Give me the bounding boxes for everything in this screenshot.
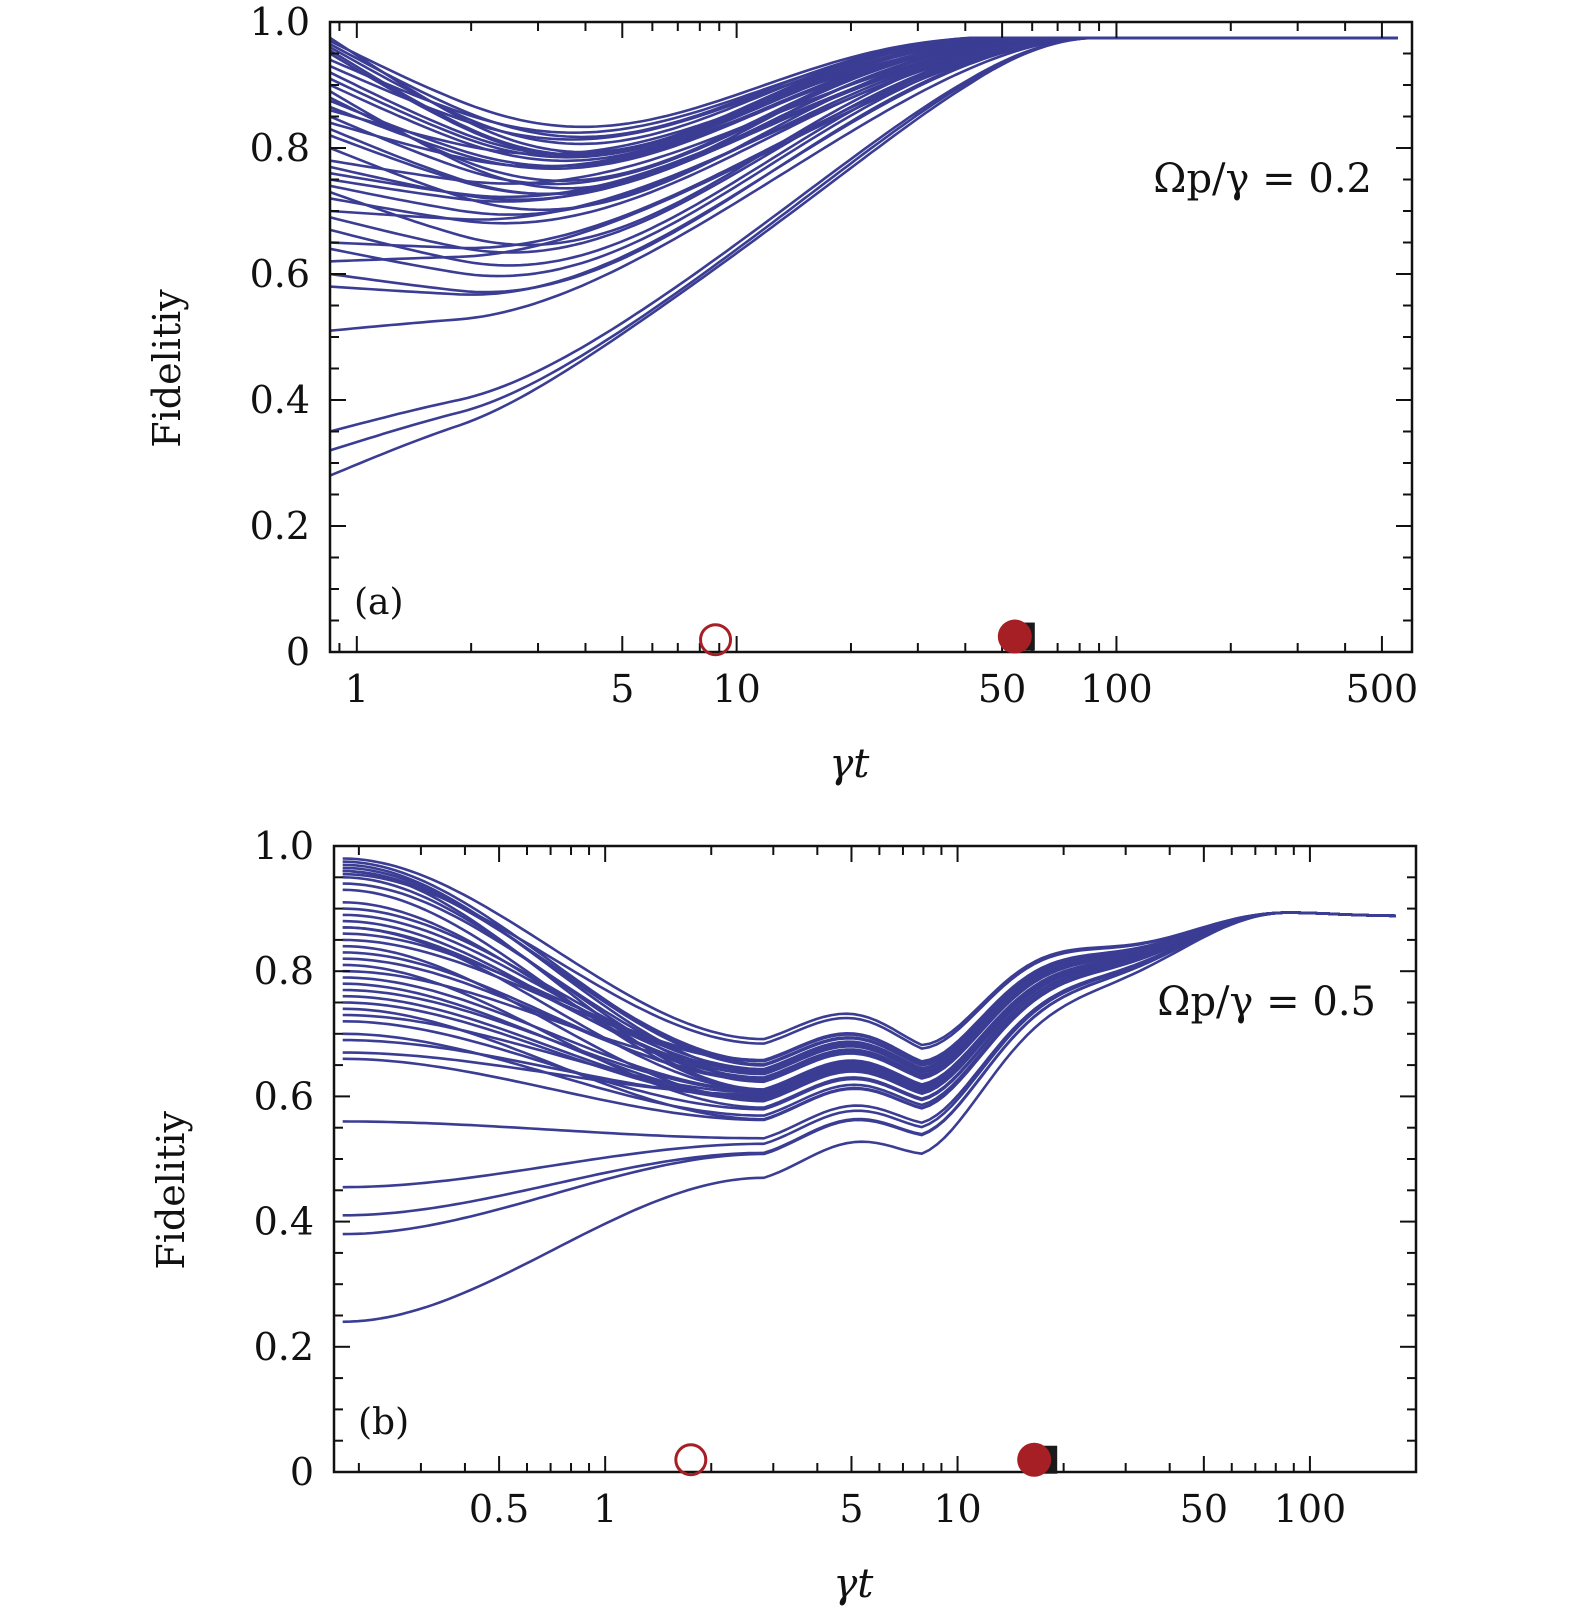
panel-a: 1 5 10 50 100 500 0 0.2 0.4 0.6 0.8 1.0 (a) Ωp/γ = … [145, 0, 1418, 787]
y-tick-label: 0.2 [254, 1325, 314, 1369]
y-tick-label: 0.6 [254, 1074, 314, 1118]
marker-filled-circle [1017, 1442, 1052, 1477]
y-tick-label: 0.6 [250, 252, 310, 296]
x-tick-label: 10 [712, 667, 760, 711]
panel-b-annotation: Ωp/γ = 0.5 [1157, 979, 1376, 1025]
x-tick-label: 500 [1346, 667, 1419, 711]
x-tick-label: 50 [978, 667, 1026, 711]
marker-open-circle [674, 1443, 708, 1477]
y-tick-label: 0.4 [254, 1200, 314, 1244]
x-tick-label: 100 [1274, 1487, 1347, 1531]
data-curve [342, 911, 1396, 1140]
x-tick-label: 100 [1080, 667, 1153, 711]
panel-b-ticks: 0.5 1 5 10 50 100 0 0.2 0.4 0.6 0.8 1.0 [254, 824, 1417, 1531]
y-tick-label: 0.8 [254, 949, 314, 993]
y-tick-label: 0 [286, 630, 310, 674]
y-tick-label: 0.8 [250, 126, 310, 170]
panel-b-markers [674, 1442, 1058, 1477]
marker-open-circle [699, 623, 733, 657]
data-curve [342, 911, 1396, 1324]
panel-a-label: (a) [354, 582, 404, 623]
y-tick-label: 1.0 [254, 824, 314, 868]
x-tick-label: 50 [1180, 1487, 1228, 1531]
panel-b-label: (b) [358, 1402, 409, 1443]
panel-b-x-axis-title: γt [833, 1561, 874, 1607]
x-tick-label: 1 [345, 667, 369, 711]
y-tick-label: 0.4 [250, 378, 310, 422]
panel-a-annotation: Ωp/γ = 0.2 [1153, 156, 1372, 202]
panel-b: 0.5 1 5 10 50 100 0 0.2 0.4 0.6 0.8 1.0 (b) Ωp/γ = … [149, 824, 1418, 1607]
panel-b-curves [342, 857, 1396, 1324]
panel-a-ticks: 1 5 10 50 100 500 0 0.2 0.4 0.6 0.8 1.0 [250, 0, 1419, 711]
panel-a-x-axis-title: γt [829, 741, 870, 787]
panel-a-curves [329, 36, 1398, 477]
x-tick-label: 10 [933, 1487, 981, 1531]
panel-b-y-axis-title: Fidelitiy [149, 1111, 193, 1270]
data-curve [342, 869, 1396, 1064]
marker-filled-circle [997, 619, 1032, 654]
panel-a-markers [699, 619, 1035, 657]
data-curve [329, 36, 1398, 157]
x-tick-label: 1 [593, 1487, 617, 1531]
x-tick-label: 0.5 [469, 1487, 529, 1531]
panel-a-y-axis-title: Fidelitiy [145, 289, 189, 448]
panel-a-plot-frame [328, 20, 1414, 654]
y-tick-label: 0.2 [250, 504, 310, 548]
y-tick-label: 1.0 [250, 0, 310, 44]
x-tick-label: 5 [610, 667, 634, 711]
y-tick-label: 0 [290, 1450, 314, 1494]
x-tick-label: 5 [839, 1487, 863, 1531]
